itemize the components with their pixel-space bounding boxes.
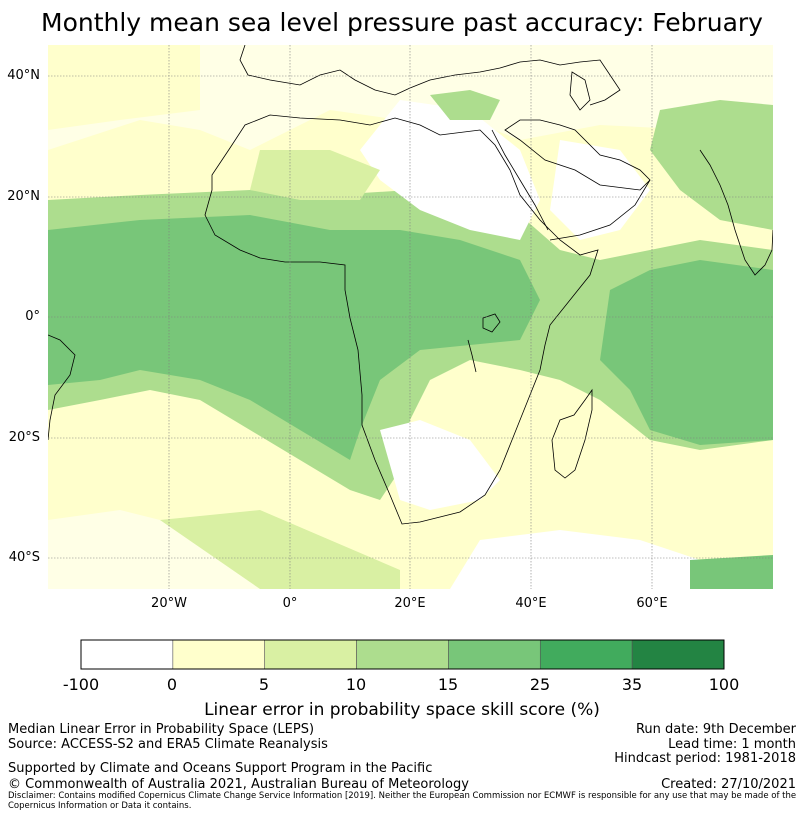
south-america-coastline: [48, 334, 76, 441]
colorbar-segment: [356, 639, 449, 670]
arabia-coastline: [504, 119, 651, 191]
lon-tick-20e: 20°E: [394, 596, 426, 611]
europe-coastline: [239, 45, 621, 106]
hindcast-period: Hindcast period: 1981-2018: [614, 751, 796, 766]
madagascar-coastline: [551, 388, 593, 479]
colorbar-segment: [172, 639, 266, 670]
red-sea-coastline: [491, 129, 549, 231]
colorbar-segment: [539, 639, 633, 670]
colorbar-label: 0: [166, 675, 178, 694]
colorbar-segment: [264, 639, 357, 670]
lon-tick-0: 0°: [282, 596, 298, 611]
copyright-text: © Commonwealth of Australia 2021, Austra…: [8, 777, 469, 792]
colorbar-segment: [80, 639, 174, 670]
colorbar-label: -100: [62, 675, 100, 694]
colorbar-label: 10: [345, 675, 367, 694]
colorbar-label: 35: [621, 675, 643, 694]
created-date: Created: 27/10/2021: [661, 777, 796, 792]
lat-tick-20n: 20°N: [7, 189, 40, 204]
source-text: Source: ACCESS-S2 and ERA5 Climate Reana…: [8, 737, 328, 752]
lon-tick-40e: 40°E: [515, 596, 547, 611]
lat-tick-20s: 20°S: [8, 430, 40, 445]
run-date: Run date: 9th December: [635, 722, 796, 737]
lat-tick-0: 0°: [25, 309, 40, 324]
colorbar-label: 100: [708, 675, 740, 694]
lon-tick-60e: 60°E: [636, 596, 668, 611]
skill-map[interactable]: [0, 0, 804, 600]
arabia-south-coastline: [549, 179, 651, 241]
leps-description: Median Linear Error in Probability Space…: [8, 722, 315, 737]
lake-tanganyika: [467, 339, 477, 373]
colorbar-segment: [631, 639, 725, 670]
disclaimer: Disclaimer: Contains modified Copernicus…: [8, 791, 797, 811]
colorbar-label: 15: [437, 675, 459, 694]
colorbar-title: Linear error in probability space skill …: [204, 700, 600, 720]
lake-victoria: [482, 313, 501, 333]
lead-time: Lead time: 1 month: [668, 737, 796, 752]
colorbar-segment: [448, 639, 541, 670]
india-coastline: [699, 149, 773, 276]
lat-tick-40n: 40°N: [7, 68, 40, 83]
page-title: Monthly mean sea level pressure past acc…: [41, 8, 763, 37]
support-text: Supported by Climate and Oceans Support …: [8, 761, 433, 776]
africa-coastline: [204, 114, 599, 525]
lon-tick-20w: 20°W: [151, 596, 187, 611]
colorbar-label: 25: [529, 675, 551, 694]
caspian-coastline: [569, 71, 591, 111]
lat-tick-40s: 40°S: [8, 550, 40, 565]
colorbar-label: 5: [258, 675, 270, 694]
